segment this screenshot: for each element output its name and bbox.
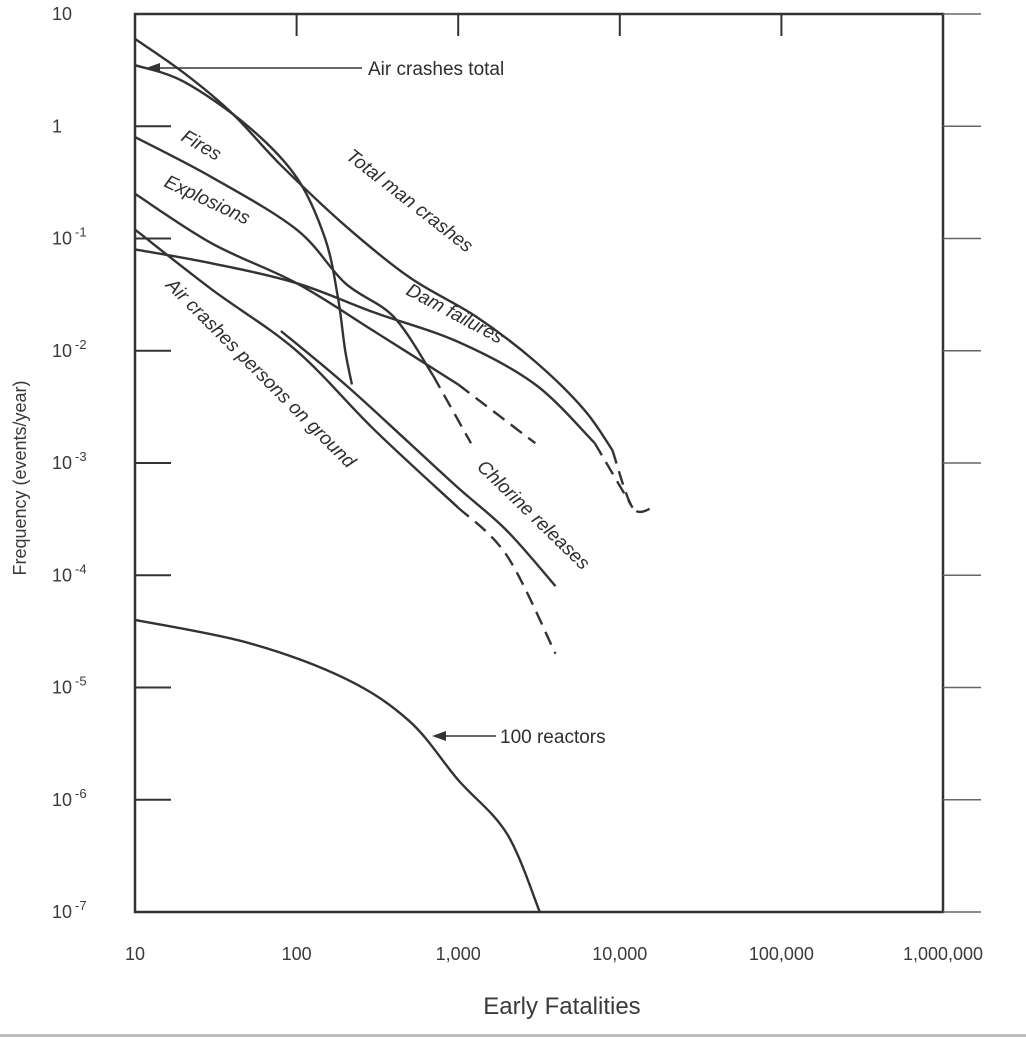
label-100-reactors: 100 reactors (500, 727, 606, 748)
series-line-air-crashes-persons-on-ground (134, 228, 460, 509)
x-tick-label: 10 (125, 944, 145, 964)
x-tick-labels: 10 100 1,000 10,000 100,000 1,000,000 (125, 944, 983, 964)
x-tick-label: 10,000 (592, 944, 647, 964)
series-line-chlorine-releases (280, 330, 557, 587)
bottom-rule (0, 1034, 1026, 1037)
x-tick-label: 100 (282, 944, 312, 964)
x-tick-label: 1,000,000 (903, 944, 983, 964)
callout-arrowhead-reactors (432, 731, 446, 741)
series-line-air-crashes-total (134, 64, 354, 385)
label-air-crashes-total: Air crashes total (368, 59, 504, 80)
y-tick-label: 10 -1 (52, 225, 87, 249)
series-line-total-man-crashes-dashed (611, 449, 654, 514)
x-tick-label: 100,000 (749, 944, 814, 964)
series-lines (134, 37, 654, 913)
x-axis-title: Early Fatalities (483, 993, 640, 1020)
series-line-100-reactors (134, 618, 541, 913)
series-line-air-crashes-persons-on-ground-dashed (457, 506, 557, 655)
y-tick-label: 10 -5 (52, 674, 87, 698)
axis-ticks (134, 13, 981, 913)
series-line-explosions-dashed (457, 383, 537, 445)
callout-arrowhead-air-crashes (146, 63, 160, 73)
series-line-dam-failures (134, 248, 596, 445)
y-axis-title: Frequency (events/year) (10, 380, 30, 575)
y-tick-label: 10 -4 (52, 561, 87, 585)
label-fires: Fires (178, 126, 225, 166)
y-tick-label: 1 (52, 116, 62, 136)
y-tick-labels: 10 1 10-1 10-2 10-3 10-4 10-5 10-6 10-7 (52, 4, 87, 922)
label-dam-failures: Dam failures (403, 280, 507, 349)
series-line-dam-failures-dashed (593, 442, 634, 509)
x-tick-label: 1,000 (436, 944, 481, 964)
y-tick-label: 10 (52, 4, 72, 24)
y-tick-label: 10 -2 (52, 337, 87, 361)
y-tick-label: 10 -7 (52, 898, 87, 922)
y-tick-label: 10 -6 (52, 786, 87, 810)
plot-frame (133, 12, 945, 914)
series-line-total-man-crashes (134, 37, 614, 451)
y-tick-label: 10 -3 (52, 449, 87, 473)
series-line-fires-dashed (432, 375, 473, 444)
